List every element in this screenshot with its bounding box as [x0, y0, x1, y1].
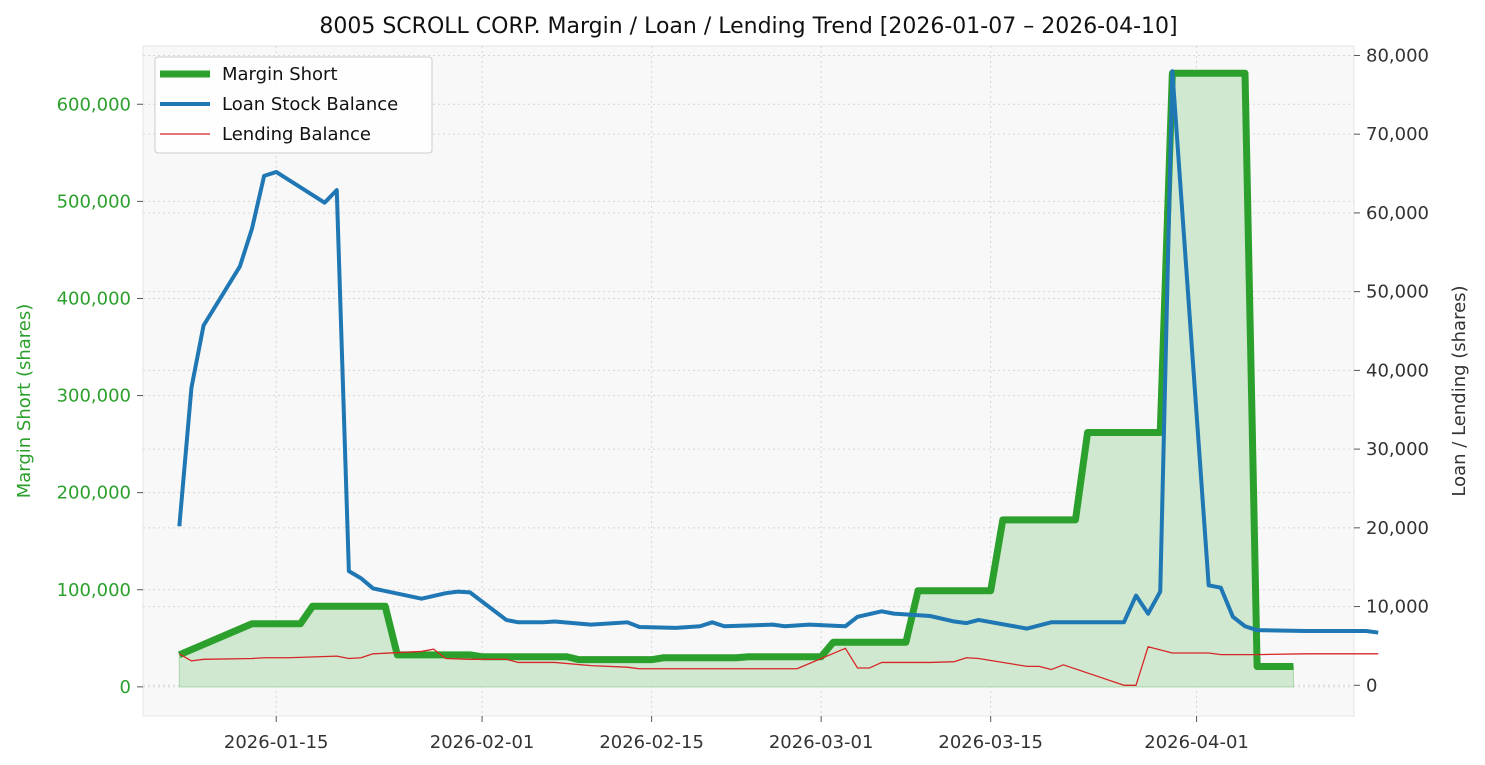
y-right-tick-label: 30,000	[1366, 439, 1429, 460]
x-tick-label: 2026-01-15	[224, 732, 329, 753]
legend: Margin Short Loan Stock Balance Lending Ba…	[154, 56, 433, 154]
y-left-tick-label: 600,000	[57, 94, 131, 115]
legend-label: Margin Short	[222, 64, 338, 85]
legend-box	[154, 56, 433, 154]
series-line-margin-short	[177, 69, 1294, 670]
series-line-lending-balance	[179, 646, 1379, 686]
x-tick-label: 2026-02-15	[599, 732, 704, 753]
y-left-tick-label: 300,000	[57, 386, 131, 407]
y-right-tick-label: 10,000	[1366, 597, 1429, 618]
series-layer	[177, 69, 1379, 688]
legend-label: Loan Stock Balance	[222, 94, 398, 115]
y-axis-left-label: Margin Short (shares)	[14, 304, 35, 499]
y-left-tick-label: 100,000	[57, 580, 131, 601]
y-left-tick-label: 400,000	[57, 288, 131, 309]
y-left-tick-label: 500,000	[57, 191, 131, 212]
y-right-tick-label: 50,000	[1366, 282, 1429, 303]
y-right-tick-label: 40,000	[1366, 360, 1429, 381]
legend-label: Lending Balance	[222, 124, 371, 145]
y-left-tick-label: 0	[120, 677, 131, 698]
chart-title: 8005 SCROLL CORP. Margin / Loan / Lendin…	[319, 14, 1177, 39]
y-right-tick-label: 70,000	[1366, 124, 1429, 145]
y-right-tick-label: 60,000	[1366, 203, 1429, 224]
y-axis-right-label: Loan / Lending (shares)	[1449, 285, 1470, 496]
x-tick-label: 2026-03-01	[769, 732, 874, 753]
y-right-tick-label: 20,000	[1366, 518, 1429, 539]
axes: 2026-01-15 2026-02-01 2026-02-15 2026-03-01…	[57, 45, 1429, 753]
y-right-tick-label: 80,000	[1366, 45, 1429, 66]
x-tick-label: 2026-02-01	[430, 732, 535, 753]
x-tick-label: 2026-04-01	[1144, 732, 1249, 753]
y-left-tick-label: 200,000	[57, 483, 131, 504]
series-line-loan-stock-balance	[177, 69, 1379, 635]
x-tick-label: 2026-03-15	[938, 732, 1043, 753]
y-right-tick-label: 0	[1366, 675, 1377, 696]
